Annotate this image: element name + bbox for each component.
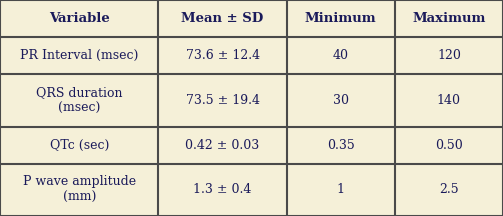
Text: 2.5: 2.5 [439, 183, 459, 196]
Text: QTc (sec): QTc (sec) [49, 139, 109, 152]
Text: 1.3 ± 0.4: 1.3 ± 0.4 [193, 183, 252, 196]
Text: 140: 140 [437, 94, 461, 107]
Text: Minimum: Minimum [305, 12, 377, 25]
Text: 120: 120 [437, 49, 461, 62]
Text: 0.42 ± 0.03: 0.42 ± 0.03 [186, 139, 260, 152]
Text: Mean ± SD: Mean ± SD [182, 12, 264, 25]
Text: 0.50: 0.50 [435, 139, 463, 152]
Text: P wave amplitude
(mm): P wave amplitude (mm) [23, 175, 136, 204]
Text: Variable: Variable [49, 12, 110, 25]
Text: 73.5 ± 19.4: 73.5 ± 19.4 [186, 94, 260, 107]
Text: Maximum: Maximum [412, 12, 485, 25]
Text: 30: 30 [333, 94, 349, 107]
Text: QRS duration
(msec): QRS duration (msec) [36, 86, 122, 115]
Text: 40: 40 [333, 49, 349, 62]
Text: 1: 1 [337, 183, 345, 196]
Text: 0.35: 0.35 [327, 139, 355, 152]
Text: 73.6 ± 12.4: 73.6 ± 12.4 [186, 49, 260, 62]
Text: PR Interval (msec): PR Interval (msec) [20, 49, 138, 62]
